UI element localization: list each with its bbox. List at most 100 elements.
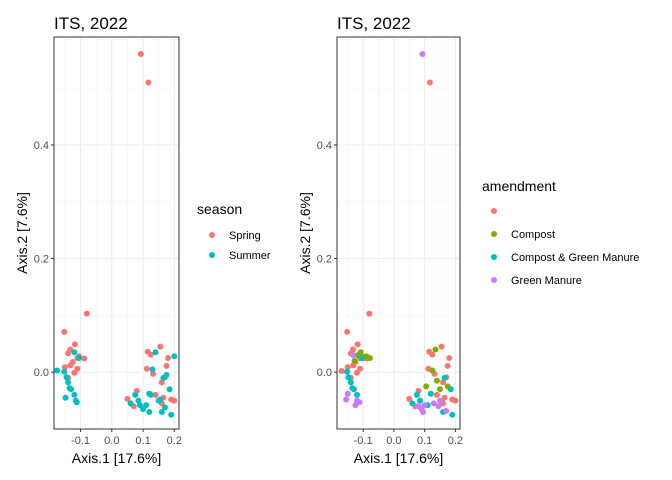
data-point bbox=[171, 397, 178, 404]
data-point bbox=[344, 368, 351, 375]
data-point bbox=[351, 357, 358, 364]
data-point bbox=[147, 351, 154, 358]
data-point bbox=[420, 408, 427, 415]
data-point bbox=[165, 354, 172, 361]
data-point bbox=[338, 368, 345, 375]
data-point bbox=[344, 328, 351, 335]
data-point bbox=[409, 400, 416, 407]
y-axis-title: Axis.2 [7.6%] bbox=[297, 192, 313, 274]
data-point bbox=[143, 365, 150, 372]
data-point bbox=[429, 351, 436, 358]
data-point bbox=[354, 341, 361, 348]
data-point bbox=[76, 354, 82, 361]
data-point bbox=[441, 394, 448, 401]
data-point bbox=[124, 395, 131, 402]
data-point bbox=[61, 364, 68, 371]
data-point bbox=[443, 407, 450, 414]
data-point bbox=[452, 397, 459, 404]
legend-title: season bbox=[197, 201, 242, 217]
left-chart-panel: ITS, 2022 -0.1 0.0 0.1 0.2 0.0 0.2 0.4 Axis.1 … bbox=[14, 14, 271, 466]
legend-key bbox=[209, 232, 215, 238]
data-point bbox=[132, 391, 139, 398]
data-point bbox=[437, 386, 444, 393]
data-point bbox=[73, 399, 80, 406]
data-point bbox=[71, 349, 78, 356]
data-point bbox=[158, 379, 165, 386]
x-tick-label: 0.2 bbox=[448, 435, 463, 447]
plot-frame bbox=[53, 36, 180, 430]
data-point bbox=[71, 341, 78, 348]
data-points bbox=[54, 51, 178, 418]
legend-key bbox=[491, 277, 497, 283]
data-point bbox=[143, 402, 150, 409]
data-point bbox=[135, 397, 142, 404]
y-tick-label: 0.0 bbox=[34, 367, 49, 379]
data-point bbox=[429, 367, 436, 374]
x-axis-title: Axis.1 [17.6%] bbox=[72, 450, 162, 466]
y-tick-label: 0.0 bbox=[317, 367, 332, 379]
data-point bbox=[357, 349, 364, 356]
data-point bbox=[353, 369, 360, 376]
plot-frame bbox=[336, 36, 461, 430]
data-point bbox=[163, 372, 170, 379]
y-tick-label: 0.4 bbox=[34, 140, 49, 152]
data-point bbox=[65, 379, 72, 386]
legend-label: Summer bbox=[229, 250, 271, 262]
data-point bbox=[171, 353, 178, 360]
data-point bbox=[430, 400, 437, 407]
data-point bbox=[344, 364, 351, 371]
data-point bbox=[352, 402, 359, 409]
x-tick-label: -0.1 bbox=[354, 435, 373, 447]
data-point bbox=[54, 367, 61, 374]
data-point bbox=[435, 403, 442, 410]
data-point bbox=[427, 390, 434, 397]
data-point bbox=[166, 386, 173, 393]
data-point bbox=[152, 391, 159, 398]
x-tick-label: 0.1 bbox=[135, 435, 150, 447]
data-point bbox=[440, 379, 447, 386]
data-point bbox=[449, 411, 456, 418]
axis-ticks: -0.1 0.0 0.1 0.2 0.0 0.2 0.4 bbox=[34, 140, 182, 447]
data-point bbox=[350, 386, 357, 393]
data-point bbox=[353, 397, 360, 404]
data-point bbox=[437, 397, 444, 404]
x-tick-label: -0.1 bbox=[71, 435, 90, 447]
data-point bbox=[146, 390, 153, 397]
data-point bbox=[61, 368, 68, 375]
data-point bbox=[432, 346, 439, 353]
data-point bbox=[366, 354, 373, 361]
chart-title: ITS, 2022 bbox=[337, 14, 411, 33]
data-point bbox=[163, 362, 170, 369]
data-point bbox=[61, 328, 68, 335]
data-point bbox=[366, 310, 373, 317]
data-point bbox=[344, 390, 351, 397]
legend-label: Green Manure bbox=[511, 275, 582, 287]
data-point bbox=[81, 355, 88, 362]
data-point bbox=[350, 362, 357, 369]
data-point bbox=[127, 400, 134, 407]
data-point bbox=[421, 402, 428, 409]
data-point bbox=[157, 396, 164, 403]
legend-key bbox=[491, 254, 497, 260]
y-tick-label: 0.4 bbox=[317, 140, 332, 152]
y-tick-label: 0.2 bbox=[317, 254, 332, 266]
data-point bbox=[152, 349, 159, 356]
legend: season Spring Summer bbox=[197, 201, 271, 262]
data-point bbox=[406, 395, 413, 402]
data-point bbox=[168, 411, 175, 418]
x-tick-label: 0.0 bbox=[104, 435, 119, 447]
data-point bbox=[149, 366, 156, 373]
legend-title: amendment bbox=[482, 178, 556, 194]
data-point bbox=[67, 362, 74, 369]
data-point bbox=[83, 310, 90, 317]
data-point bbox=[71, 369, 78, 376]
x-tick-label: 0.1 bbox=[417, 435, 432, 447]
legend-key bbox=[491, 208, 497, 214]
data-point bbox=[146, 408, 153, 415]
data-point bbox=[423, 383, 430, 390]
legend-label: Compost & Green Manure bbox=[511, 252, 639, 264]
data-point bbox=[157, 343, 164, 350]
gridlines bbox=[337, 37, 460, 430]
legend-key bbox=[491, 231, 497, 237]
